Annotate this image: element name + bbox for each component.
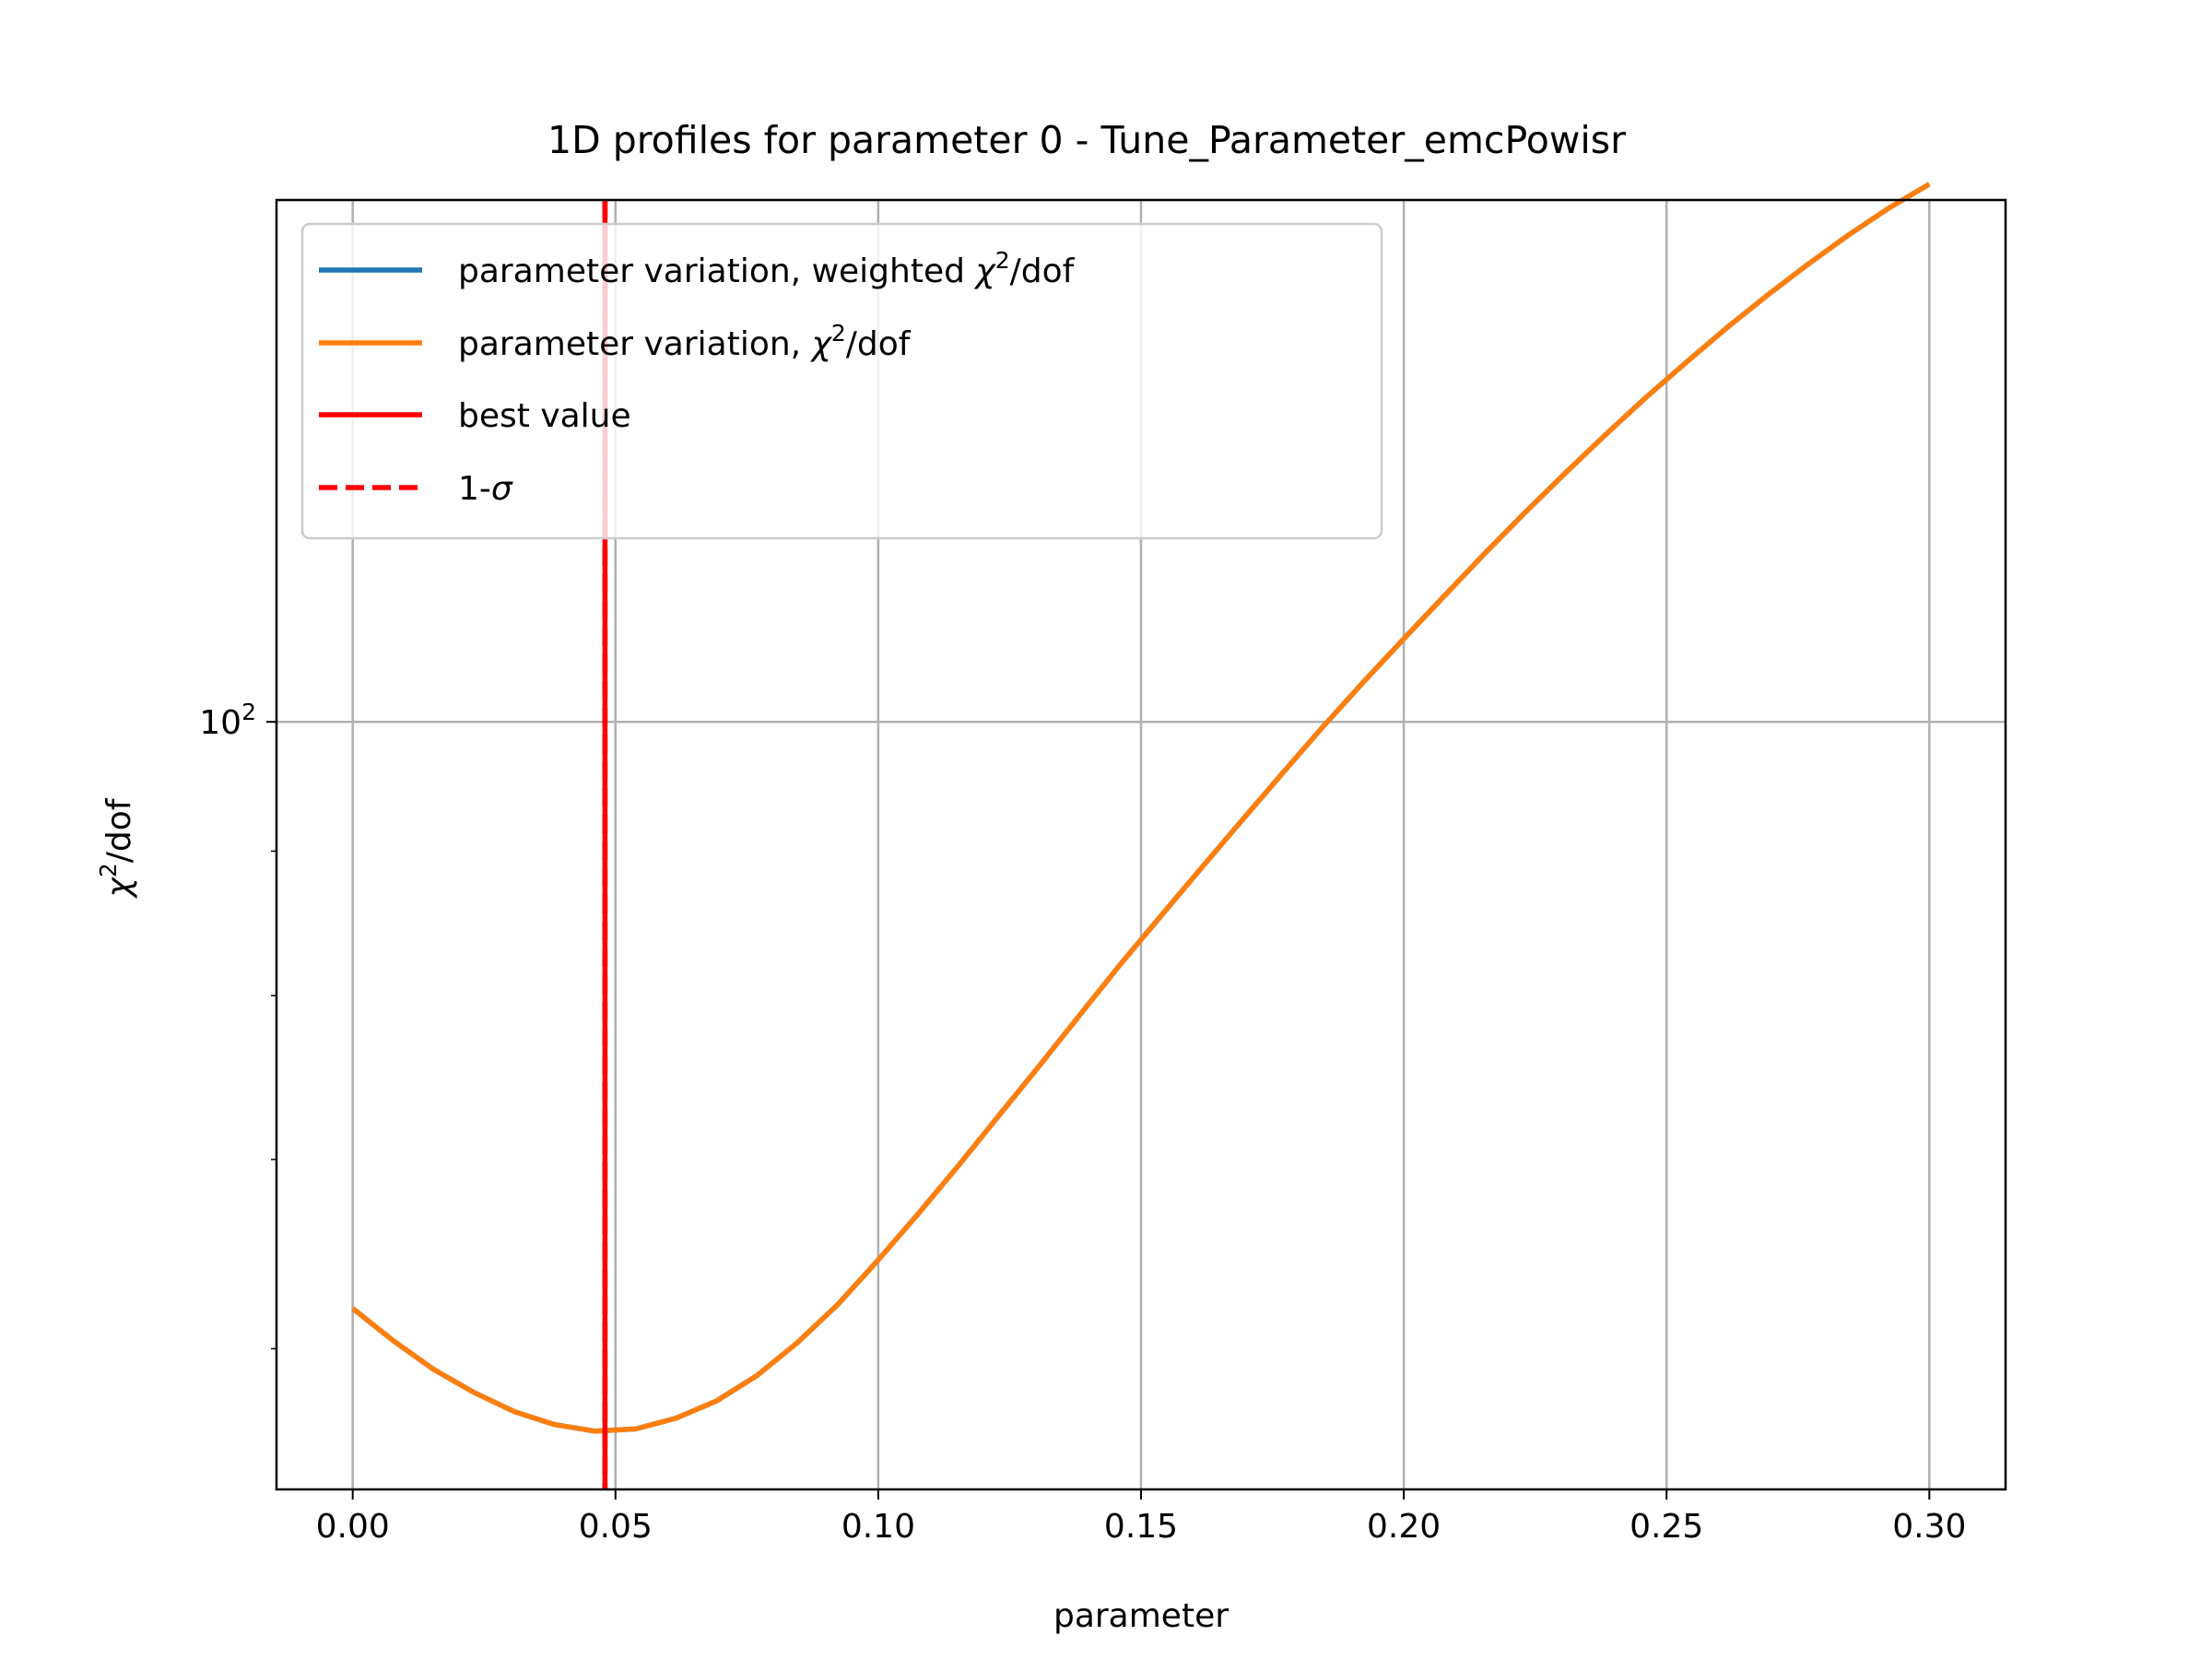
legend-label-exponent: 2	[831, 320, 846, 347]
x-tick-label: 0.00	[316, 1508, 390, 1546]
series-line-1	[350, 182, 1931, 1434]
y-axis-ticks: 102	[199, 699, 276, 1350]
y-tick-label-exponent: 2	[241, 699, 256, 725]
x-tick-label: 0.20	[1367, 1508, 1441, 1546]
legend-box	[300, 222, 1383, 540]
x-tick-label: 0.25	[1630, 1508, 1703, 1546]
legend-label-unit: /dof	[846, 325, 912, 363]
x-axis-ticks: 0.00 0.05 0.10 0.15 0.20 0.25 0.30	[316, 1489, 1966, 1546]
legend-label-text: 1-	[458, 470, 491, 508]
legend-label: parameter variation, χ2/dof	[458, 320, 912, 363]
legend-label-exponent: 2	[995, 247, 1010, 274]
grid	[276, 200, 2006, 1489]
legend-label: 1-σ	[458, 470, 513, 508]
legend-label-math: χ	[810, 325, 833, 363]
x-tick-label: 0.30	[1892, 1508, 1966, 1546]
y-tick-label-base: 10	[199, 704, 241, 742]
legend-label-text: best value	[458, 397, 631, 435]
legend-label-text: parameter variation,	[458, 325, 812, 363]
x-tick-label: 0.05	[579, 1508, 653, 1546]
x-tick-label: 0.10	[841, 1508, 915, 1546]
y-axis-label-exponent: 2	[95, 863, 122, 877]
legend-label-text: parameter variation, weighted	[458, 253, 975, 290]
legend-entries: parameter variation, weighted χ2/dofpara…	[319, 247, 1076, 508]
legend-label-math: σ	[491, 470, 513, 508]
chart-title: 1D profiles for parameter 0 - Tune_Param…	[547, 118, 1626, 162]
series-group	[350, 182, 1931, 1434]
y-axis-label-symbol: χ	[100, 876, 138, 899]
y-tick-label: 102	[199, 699, 256, 742]
legend: parameter variation, weighted χ2/dofpara…	[300, 222, 1383, 540]
y-axis-label-unit: /dof	[100, 797, 138, 863]
legend-label-unit: /dof	[1010, 253, 1076, 290]
y-axis-label: χ2/dof	[95, 797, 138, 899]
x-axis-label: parameter	[1053, 1597, 1229, 1635]
x-tick-label: 0.15	[1104, 1508, 1178, 1546]
legend-label: best value	[458, 397, 631, 435]
legend-label: parameter variation, weighted χ2/dof	[458, 247, 1076, 290]
legend-label-math: χ	[973, 253, 996, 290]
